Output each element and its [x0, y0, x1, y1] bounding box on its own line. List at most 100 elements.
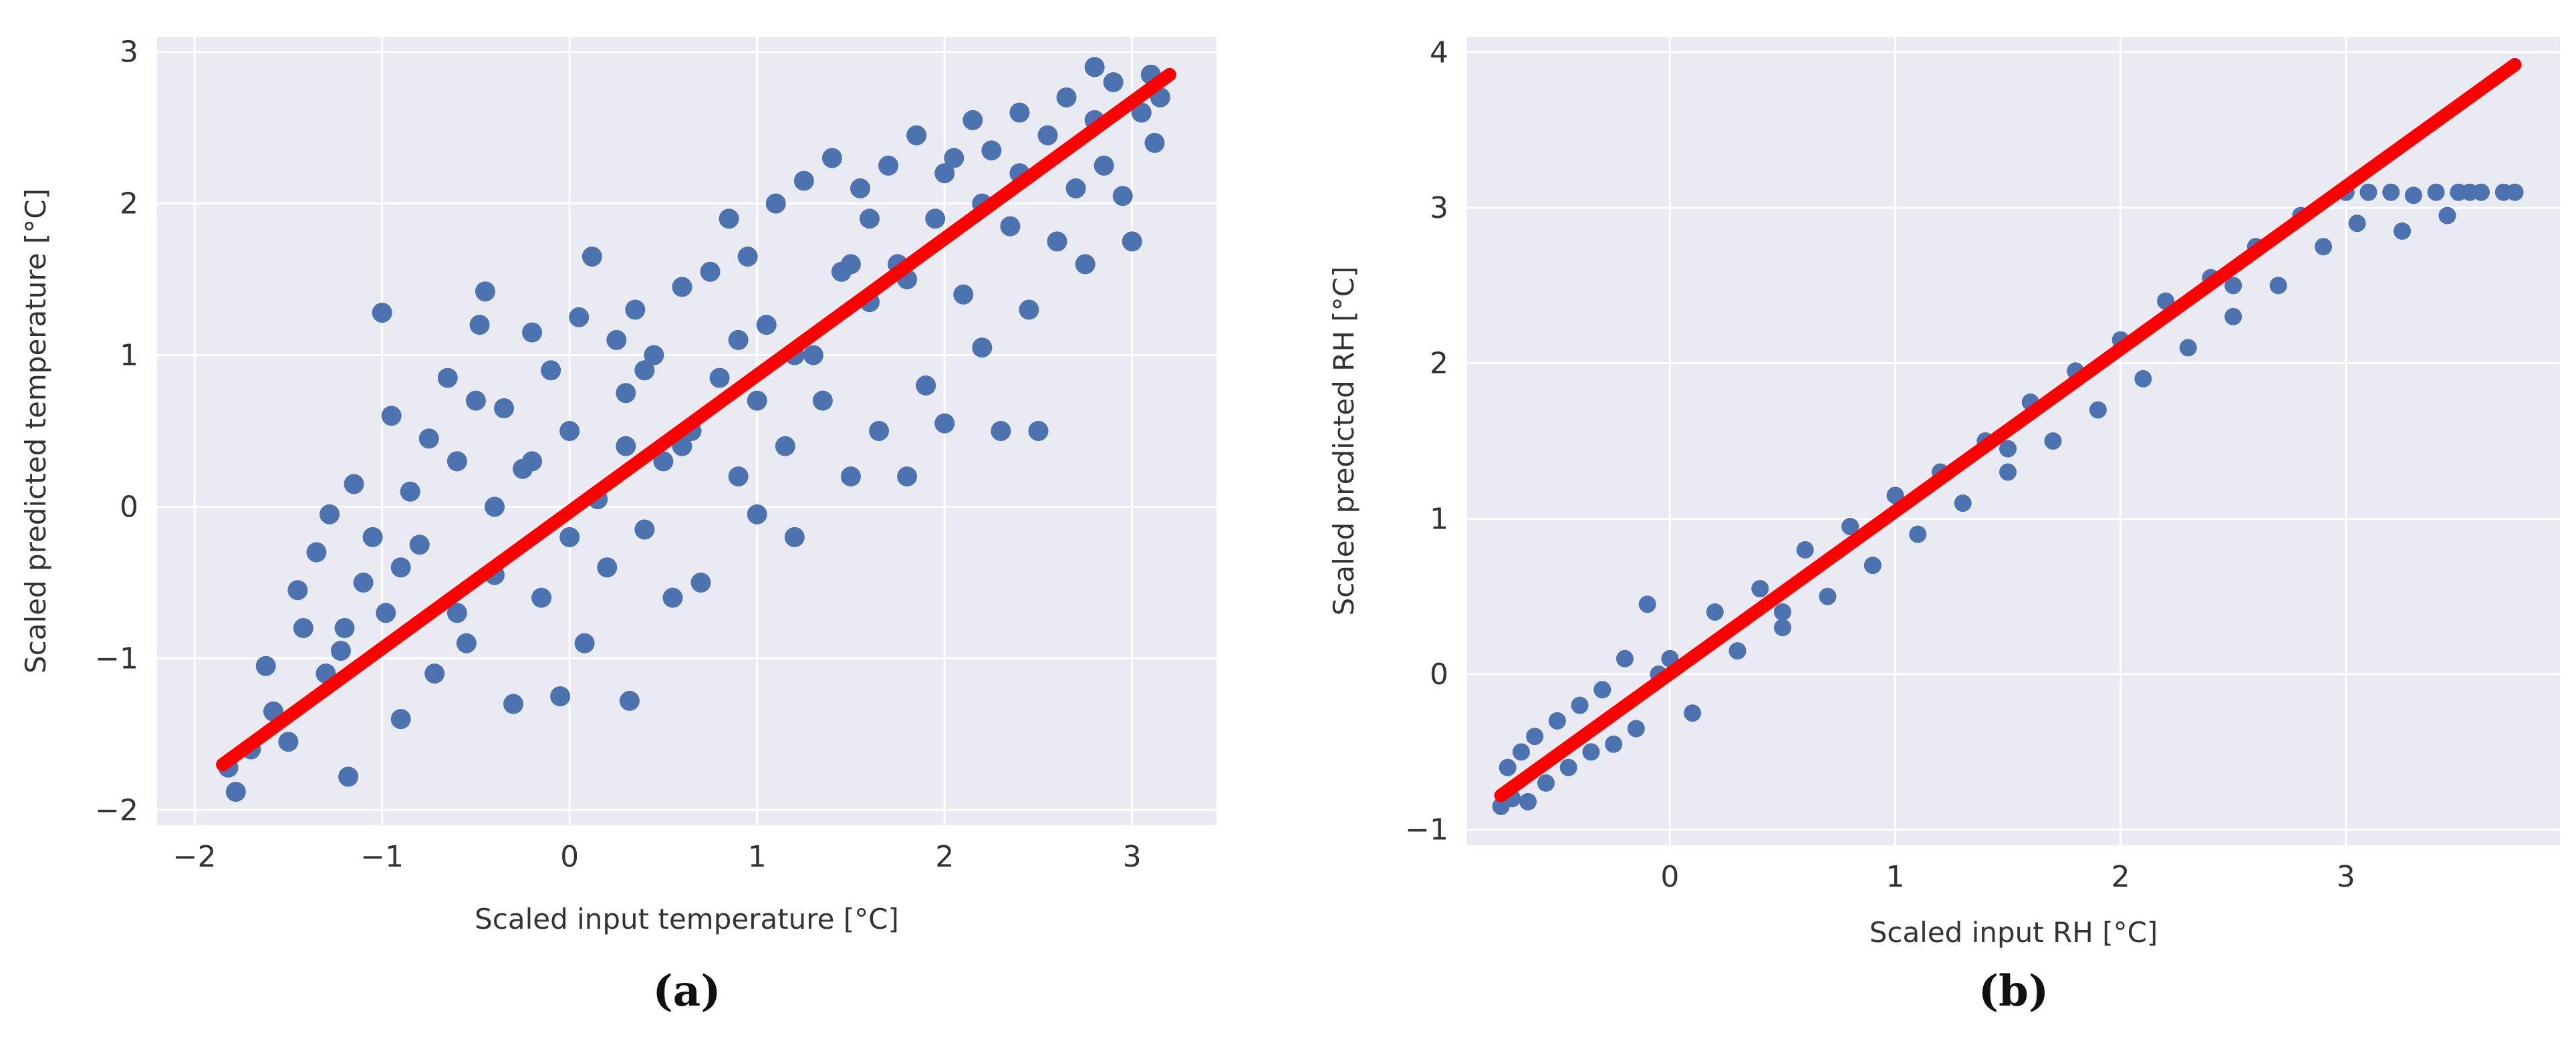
data-point [437, 367, 458, 388]
data-point [1028, 421, 1049, 441]
scatter-panel-b: 0 1 2 3 −1 0 1 2 3 4 Scaled input RH [°C] Scaled pr… [1327, 35, 2560, 1016]
data-point [991, 421, 1011, 441]
data-point [522, 451, 543, 472]
data-point [1773, 603, 1791, 621]
data-point [469, 315, 490, 335]
data-point [860, 208, 880, 229]
data-point [1056, 87, 1077, 108]
data-point [293, 618, 313, 638]
y-tick-label: −2 [95, 793, 138, 827]
data-point [653, 451, 674, 472]
data-point [2382, 183, 2400, 201]
x-tick-label: 3 [1123, 840, 1142, 874]
data-point [953, 284, 974, 305]
data-point [1559, 758, 1577, 776]
data-point [897, 466, 918, 487]
x-tick-label: 1 [1886, 860, 1905, 894]
data-point [700, 261, 721, 282]
data-point [334, 618, 355, 638]
data-point [1571, 696, 1589, 714]
data-point [446, 603, 467, 623]
x-tick-label: 3 [2337, 860, 2355, 894]
data-point [934, 413, 955, 434]
data-point [255, 655, 276, 676]
data-point [756, 315, 777, 335]
data-point [225, 782, 246, 802]
data-point [625, 299, 646, 320]
data-point [962, 110, 983, 130]
y-tick-label: −1 [1405, 813, 1448, 847]
data-point [803, 345, 823, 365]
data-point [972, 337, 993, 358]
data-point [1131, 102, 1152, 123]
y-tick-label: −1 [95, 641, 138, 676]
data-point [1548, 712, 1566, 730]
data-point [728, 329, 749, 350]
data-point [747, 504, 767, 525]
y-tick-label: 2 [120, 187, 138, 221]
data-point [606, 329, 627, 350]
data-point [634, 519, 655, 540]
data-point [775, 436, 795, 456]
data-point [634, 360, 655, 381]
data-point [1909, 525, 1927, 543]
data-point [2134, 369, 2152, 388]
data-point [1773, 619, 1791, 637]
data-point [465, 390, 486, 411]
x-tick-label: 0 [560, 840, 579, 874]
data-point [737, 247, 758, 267]
data-point [493, 398, 514, 418]
y-tick-label: 3 [1430, 191, 1448, 225]
data-point [306, 542, 327, 563]
data-point [338, 766, 359, 787]
data-point [1863, 557, 1882, 575]
data-point [812, 390, 833, 411]
data-point [2472, 183, 2490, 201]
data-point [644, 345, 664, 365]
data-point [319, 504, 340, 525]
data-point [381, 406, 402, 426]
data-point [1593, 681, 1612, 699]
data-point [1886, 486, 1904, 504]
panel-label: (b) [1978, 966, 2049, 1016]
data-point [619, 690, 640, 711]
data-point [2044, 432, 2062, 450]
x-tick-label: −2 [173, 840, 217, 874]
data-point [1999, 440, 2017, 458]
data-point [1728, 642, 1747, 660]
data-point [934, 163, 955, 184]
data-point [784, 527, 805, 547]
data-point [925, 208, 946, 229]
data-point [869, 421, 890, 441]
data-point [522, 322, 543, 343]
data-point [2269, 277, 2287, 295]
data-point [597, 557, 618, 578]
data-point [1093, 155, 1114, 176]
data-point [878, 155, 899, 176]
data-points [218, 57, 1170, 802]
data-point [484, 496, 505, 517]
data-point [728, 466, 749, 487]
data-point [287, 580, 308, 601]
data-point [2089, 401, 2107, 419]
data-point [747, 390, 767, 411]
data-point [944, 148, 964, 168]
data-points [1492, 183, 2524, 815]
data-point [1796, 541, 1814, 559]
data-point [662, 587, 683, 608]
data-point [372, 303, 392, 323]
data-point [1526, 728, 1544, 746]
data-point [503, 694, 524, 714]
y-tick-label: 0 [120, 490, 138, 524]
data-point [906, 125, 927, 146]
data-point [550, 686, 571, 707]
data-point [1684, 704, 1702, 722]
data-point [418, 428, 439, 449]
panel-label: (a) [652, 966, 721, 1016]
data-point [2348, 214, 2366, 233]
data-point [981, 140, 1002, 161]
data-point [2394, 222, 2412, 240]
data-point [569, 307, 590, 327]
data-point [840, 254, 861, 275]
